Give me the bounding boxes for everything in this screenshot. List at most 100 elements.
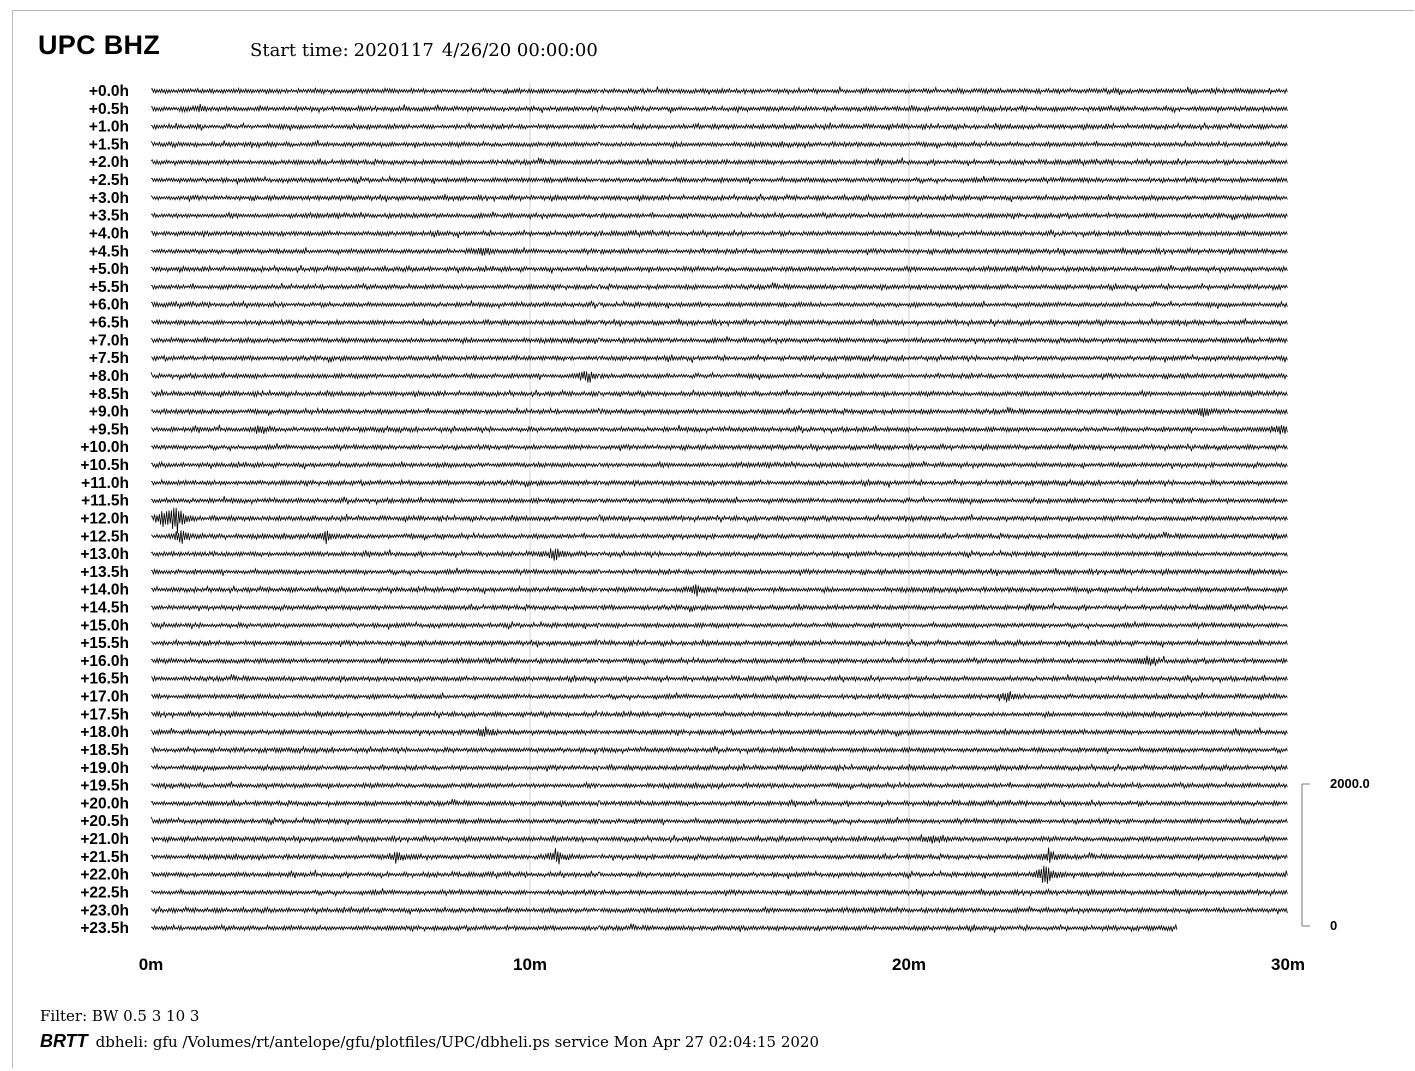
row-label: +6.0h <box>89 297 129 314</box>
trace-row <box>150 530 1288 545</box>
row-label: +5.5h <box>89 279 129 296</box>
trace-row <box>150 567 1288 577</box>
service-line: dbheli: gfu /Volumes/rt/antelope/gfu/plo… <box>95 1033 819 1051</box>
station-title: UPC BHZ <box>38 30 161 60</box>
row-label: +13.0h <box>80 546 129 563</box>
trace-row <box>150 638 1288 648</box>
brtt-logo: BRTT <box>40 1031 88 1051</box>
trace-row <box>150 318 1288 328</box>
row-label: +21.0h <box>80 831 129 848</box>
row-label: +14.5h <box>80 599 129 616</box>
trace-row <box>150 442 1288 453</box>
row-label: +4.0h <box>89 225 129 242</box>
trace-row <box>150 745 1288 755</box>
scale-bar-bottom-label: 0 <box>1330 918 1337 933</box>
trace-row <box>150 762 1288 773</box>
trace-row <box>150 816 1288 827</box>
row-label: +7.5h <box>89 350 129 367</box>
trace-row <box>150 175 1288 185</box>
x-tick-label: 20m <box>892 955 926 974</box>
row-label: +7.0h <box>89 332 129 349</box>
row-label: +20.0h <box>80 795 129 812</box>
trace-row <box>150 228 1288 239</box>
row-label: +14.0h <box>80 582 129 599</box>
row-label: +9.0h <box>89 404 129 421</box>
row-label: +13.5h <box>80 564 129 581</box>
trace-row <box>151 121 1288 132</box>
row-label: +2.0h <box>89 154 129 171</box>
row-label: +1.5h <box>89 136 129 153</box>
x-axis-labels: 0m 10m 20m 30m <box>139 955 1305 974</box>
trace-row <box>150 371 1288 383</box>
row-label: +1.0h <box>89 119 129 136</box>
trace-row <box>150 246 1288 256</box>
row-label: +17.5h <box>80 706 129 723</box>
trace-row <box>150 406 1288 418</box>
trace-row <box>150 691 1288 703</box>
row-label: +6.5h <box>89 315 129 332</box>
trace-row <box>150 620 1288 631</box>
row-label: +17.0h <box>80 689 129 706</box>
row-time-labels: +0.0h+0.5h+1.0h+1.5h+2.0h+2.5h+3.0h+3.5h… <box>80 83 129 937</box>
trace-row <box>150 655 1288 666</box>
row-label: +19.5h <box>80 778 129 795</box>
trace-row <box>150 460 1288 470</box>
trace-row <box>150 834 1288 844</box>
trace-row <box>150 299 1288 310</box>
trace-row <box>150 336 1288 346</box>
trace-row <box>150 478 1288 488</box>
row-label: +18.5h <box>80 742 129 759</box>
trace-row <box>150 847 1288 865</box>
start-julian: 2020117 <box>353 40 434 61</box>
row-label: +2.5h <box>89 172 129 189</box>
trace-row <box>151 602 1288 613</box>
trace-row <box>150 210 1288 221</box>
row-label: +0.0h <box>89 83 129 100</box>
row-label: +11.5h <box>81 493 129 510</box>
x-tick-label: 30m <box>1271 955 1305 974</box>
trace-row <box>151 103 1288 114</box>
trace-row <box>151 282 1288 292</box>
amplitude-scale-bar: 2000.0 0 <box>1301 776 1370 933</box>
row-label: +16.5h <box>80 671 129 688</box>
start-datetime: 4/26/20 00:00:00 <box>441 40 598 61</box>
row-label: +22.0h <box>80 867 129 884</box>
trace-row <box>151 584 1288 597</box>
row-label: +20.5h <box>80 813 129 830</box>
trace-row <box>150 548 1288 561</box>
trace-row <box>150 865 1288 884</box>
row-label: +8.0h <box>89 368 129 385</box>
trace-row <box>150 424 1288 435</box>
row-label: +15.0h <box>80 617 129 634</box>
row-label: +12.0h <box>80 510 129 527</box>
service-info: BRTT dbheli: gfu /Volumes/rt/antelope/gfu… <box>40 1031 819 1052</box>
trace-row <box>150 780 1288 791</box>
row-label: +12.5h <box>80 528 129 545</box>
row-label: +15.5h <box>80 635 129 652</box>
trace-row <box>150 709 1288 720</box>
row-label: +23.0h <box>80 902 129 919</box>
row-label: +0.5h <box>89 101 129 118</box>
row-label: +10.5h <box>80 457 129 474</box>
row-label: +3.0h <box>89 190 129 207</box>
trace-row <box>150 86 1288 96</box>
trace-row <box>150 193 1288 203</box>
row-label: +22.5h <box>80 884 129 901</box>
scale-bar-top-label: 2000.0 <box>1330 776 1370 791</box>
row-label: +23.5h <box>80 920 129 937</box>
row-label: +10.0h <box>80 439 129 456</box>
row-label: +19.0h <box>80 760 129 777</box>
row-label: +21.5h <box>80 849 129 866</box>
trace-row <box>151 507 1288 534</box>
grid-lines <box>529 83 910 930</box>
trace-row <box>150 139 1288 150</box>
trace-row <box>150 905 1288 915</box>
trace-row <box>150 923 1178 933</box>
trace-row <box>150 389 1288 399</box>
x-tick-label: 0m <box>139 955 164 974</box>
trace-row <box>150 353 1288 363</box>
row-label: +9.5h <box>89 421 129 438</box>
filter-info: Filter: BW 0.5 3 10 3 <box>40 1007 200 1025</box>
trace-row <box>150 264 1288 274</box>
